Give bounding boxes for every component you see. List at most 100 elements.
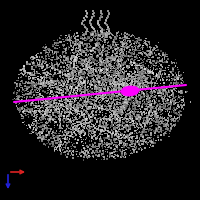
Point (120, 59, 123, 63)
Point (153, 82, 156, 85)
Point (70, 104, 73, 107)
Point (90, 105, 93, 108)
Point (126, 89, 129, 92)
Point (48, 133, 51, 136)
Point (79, 89, 82, 92)
Point (44, 43, 47, 46)
Point (151, 62, 155, 66)
Point (78, 106, 82, 109)
Point (39, 106, 42, 110)
Point (155, 97, 158, 100)
Point (130, 85, 133, 89)
Point (133, 64, 136, 67)
Point (89, 84, 93, 87)
Point (179, 104, 182, 107)
Point (61, 50, 65, 53)
Point (113, 108, 117, 111)
Point (43, 90, 46, 94)
Point (128, 90, 131, 93)
Point (145, 114, 148, 118)
Point (63, 140, 66, 143)
Point (101, 113, 104, 116)
Point (62, 60, 65, 63)
Point (43, 135, 47, 138)
Point (50, 77, 53, 80)
Point (54, 67, 57, 71)
Point (69, 71, 72, 74)
Point (52, 92, 55, 95)
Point (113, 35, 116, 38)
Point (39, 88, 42, 91)
Point (84, 119, 88, 122)
Point (41, 117, 44, 121)
Point (118, 139, 122, 142)
Point (113, 53, 116, 56)
Point (120, 109, 123, 112)
Point (62, 95, 65, 98)
Point (63, 150, 66, 154)
Point (132, 148, 135, 151)
Point (41, 109, 45, 113)
Point (103, 86, 106, 90)
Point (30, 109, 33, 112)
Point (26, 108, 29, 112)
Point (60, 41, 63, 44)
Point (53, 46, 56, 49)
Point (180, 81, 183, 84)
Point (41, 113, 44, 116)
Point (150, 108, 153, 111)
Point (71, 156, 74, 159)
Point (147, 85, 150, 88)
Point (142, 40, 145, 43)
Point (75, 152, 78, 155)
Point (92, 103, 96, 107)
Point (113, 58, 116, 61)
Point (117, 83, 120, 86)
Point (57, 89, 60, 92)
Point (19, 86, 22, 89)
Point (71, 67, 74, 70)
Point (78, 133, 81, 136)
Point (71, 66, 75, 69)
Point (54, 105, 58, 108)
Point (88, 35, 92, 38)
Point (162, 105, 165, 109)
Point (151, 91, 154, 95)
Point (148, 105, 152, 108)
Point (160, 75, 163, 78)
Point (34, 105, 37, 108)
Point (71, 109, 75, 112)
Point (44, 49, 47, 52)
Point (161, 95, 165, 98)
Point (155, 46, 159, 49)
Point (69, 64, 72, 68)
Point (102, 126, 106, 129)
Point (74, 66, 77, 70)
Point (66, 98, 70, 101)
Point (56, 63, 59, 66)
Point (135, 132, 138, 135)
Point (47, 49, 50, 52)
Point (81, 49, 84, 52)
Point (33, 106, 36, 110)
Point (125, 54, 128, 58)
Point (79, 37, 82, 40)
Point (83, 151, 86, 154)
Point (70, 149, 73, 152)
Point (148, 146, 151, 149)
Point (44, 112, 47, 115)
Point (68, 102, 71, 105)
Point (45, 134, 48, 137)
Point (100, 84, 103, 87)
Point (82, 79, 85, 82)
Point (129, 108, 132, 111)
Point (100, 106, 103, 110)
Point (114, 144, 117, 147)
Point (119, 56, 122, 59)
Point (158, 70, 161, 73)
Point (31, 110, 34, 113)
Point (80, 124, 83, 128)
Point (111, 54, 114, 57)
Point (104, 81, 107, 84)
Point (123, 98, 126, 102)
